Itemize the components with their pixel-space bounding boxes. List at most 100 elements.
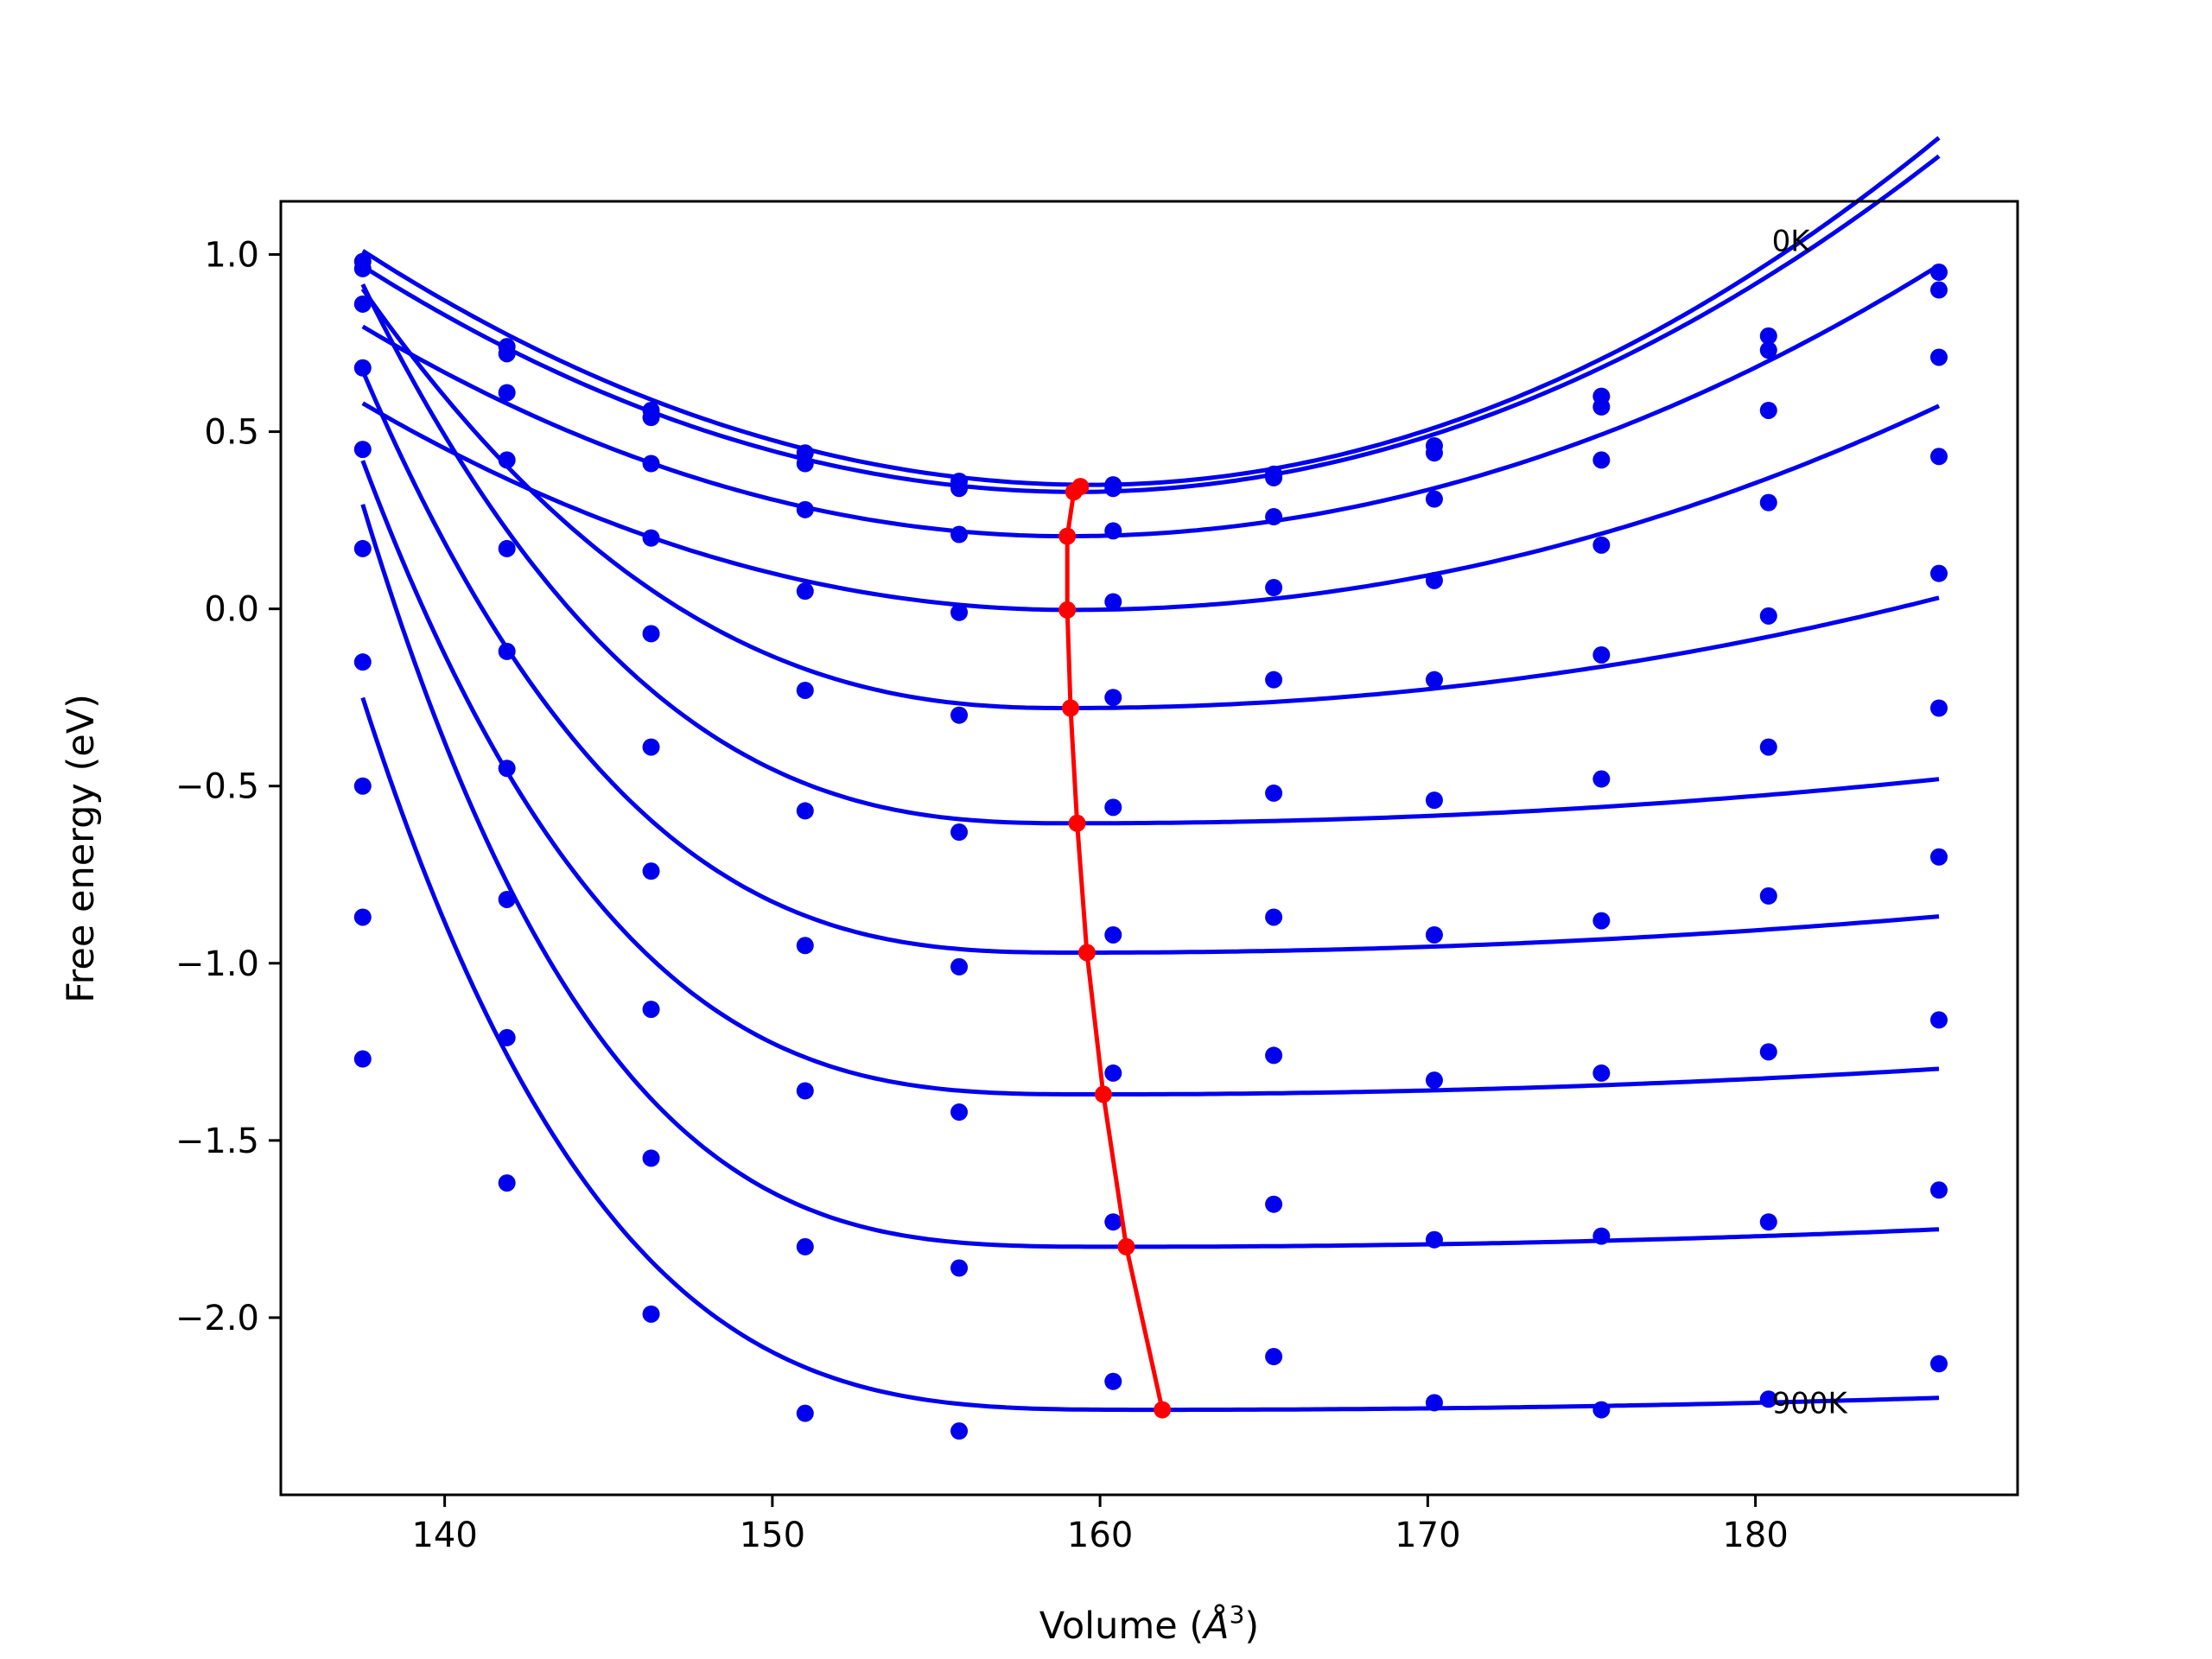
y-tick-label-5: −1.5 (175, 1122, 259, 1161)
data-point-3-3 (796, 582, 814, 601)
minima-line (1065, 485, 1165, 1411)
data-point-3-5 (1104, 593, 1122, 611)
data-point-6-6 (1265, 908, 1283, 926)
data-point-4-3 (796, 681, 814, 699)
data-point-1-2 (642, 409, 660, 427)
minimum-point-7 (1094, 1085, 1112, 1103)
data-point-6-10 (1929, 848, 1948, 866)
data-point-1-0 (353, 259, 372, 277)
data-point-7-6 (1265, 1046, 1283, 1065)
data-point-6-4 (950, 957, 969, 976)
fit-curve-6 (360, 370, 1940, 955)
data-point-4-10 (1929, 564, 1948, 582)
data-point-9-10 (1929, 1355, 1948, 1373)
data-point-1-4 (950, 480, 969, 498)
data-point-2-10 (1929, 348, 1948, 366)
data-point-9-8 (1592, 1401, 1611, 1419)
x-tick-label-2: 160 (1067, 1516, 1133, 1555)
data-point-3-4 (950, 603, 969, 621)
data-point-4-7 (1425, 671, 1443, 689)
data-point-7-2 (642, 1001, 660, 1019)
data-point-9-5 (1104, 1372, 1122, 1390)
data-point-4-5 (1104, 689, 1122, 707)
data-point-5-6 (1265, 784, 1283, 802)
minimum-point-5 (1068, 814, 1086, 832)
data-point-5-8 (1592, 770, 1611, 788)
plot-data-layer (353, 136, 1948, 1440)
data-point-2-2 (642, 454, 660, 473)
data-point-3-6 (1265, 579, 1283, 597)
data-point-6-0 (353, 653, 372, 671)
data-point-4-0 (353, 441, 372, 459)
data-point-8-10 (1929, 1181, 1948, 1199)
data-point-1-5 (1104, 480, 1122, 498)
data-point-7-7 (1425, 1071, 1443, 1090)
data-point-4-1 (498, 539, 516, 557)
data-point-5-9 (1759, 738, 1777, 756)
data-point-6-9 (1759, 887, 1777, 905)
annotation-0: 0K (1772, 224, 1812, 258)
data-point-9-6 (1265, 1348, 1283, 1366)
data-point-5-0 (353, 539, 372, 557)
data-point-6-5 (1104, 925, 1122, 944)
data-point-7-10 (1929, 1011, 1948, 1029)
data-point-4-6 (1265, 671, 1283, 689)
y-axis-label: Free energy (eV) (60, 694, 103, 1003)
data-point-9-2 (642, 1305, 660, 1323)
data-point-1-9 (1759, 341, 1777, 359)
data-point-1-10 (1929, 281, 1948, 299)
data-point-9-9 (1759, 1390, 1777, 1408)
data-point-1-6 (1265, 468, 1283, 486)
x-tick-label-3: 170 (1395, 1516, 1460, 1555)
data-point-2-1 (498, 384, 516, 402)
x-tick-label-4: 180 (1722, 1516, 1788, 1555)
data-point-9-7 (1425, 1394, 1443, 1412)
data-point-6-2 (642, 862, 660, 880)
data-point-3-2 (642, 529, 660, 547)
data-point-7-3 (796, 1082, 814, 1100)
fit-curve-4 (360, 287, 1940, 710)
data-point-2-8 (1592, 451, 1611, 469)
fit-curve-5 (360, 283, 1940, 826)
annotation-1: 900K (1772, 1387, 1849, 1421)
minimum-point-9 (1154, 1401, 1172, 1419)
fit-curve-0 (361, 136, 1941, 487)
x-tick-label-0: 140 (411, 1516, 477, 1555)
fit-curve-3 (361, 401, 1941, 613)
data-point-3-7 (1425, 571, 1443, 589)
data-point-1-8 (1592, 397, 1611, 416)
minimum-point-3 (1058, 601, 1077, 619)
data-point-8-3 (796, 1237, 814, 1255)
data-point-6-7 (1425, 925, 1443, 944)
fit-curve-8 (360, 504, 1940, 1249)
data-point-6-8 (1592, 912, 1611, 930)
data-point-2-4 (950, 525, 969, 543)
x-tick-label-1: 150 (740, 1516, 805, 1555)
plot-frame (279, 200, 2019, 1497)
data-point-8-8 (1592, 1227, 1611, 1245)
data-point-1-3 (796, 454, 814, 473)
data-point-8-5 (1104, 1213, 1122, 1231)
data-point-9-0 (353, 1050, 372, 1068)
data-point-8-6 (1265, 1195, 1283, 1213)
data-point-8-7 (1425, 1230, 1443, 1249)
data-point-7-9 (1759, 1043, 1777, 1061)
fit-curve-2 (361, 264, 1941, 539)
data-point-0-9 (1759, 327, 1777, 345)
minimum-point-8 (1117, 1237, 1135, 1255)
data-point-2-9 (1759, 401, 1777, 419)
minimum-point-4 (1061, 699, 1079, 717)
annotations-layer: 0K 900K (1772, 224, 1849, 1421)
data-point-2-6 (1265, 508, 1283, 526)
data-point-8-0 (353, 908, 372, 926)
minimum-point-6 (1077, 944, 1096, 962)
data-point-2-0 (353, 295, 372, 313)
data-point-3-9 (1759, 493, 1777, 512)
minimum-point-2 (1058, 527, 1077, 545)
y-tick-label-2: 0.0 (204, 590, 259, 630)
x-axis: 140 150 160 170 180 (411, 1495, 1789, 1555)
data-point-8-9 (1759, 1213, 1777, 1231)
minimum-point-1 (1065, 483, 1083, 501)
data-point-8-4 (950, 1259, 969, 1277)
